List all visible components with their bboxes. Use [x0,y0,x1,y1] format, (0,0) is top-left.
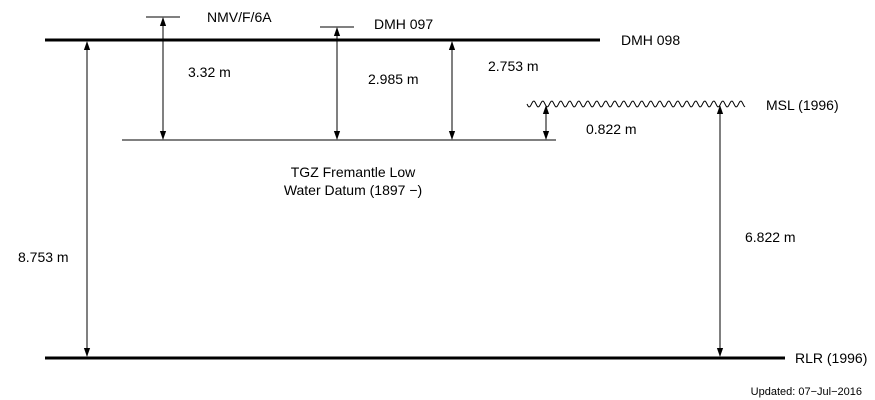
dmh097-to-tgz-value: 2.985 m [368,71,419,87]
dmh098-to-rlr-value: 8.753 m [18,249,69,265]
dmh098-label: DMH 098 [621,32,680,48]
nmv-to-tgz-value: 3.32 m [188,64,231,80]
rlr-label: RLR (1996) [795,350,867,366]
nmv-label: NMV/F/6A [207,9,272,25]
msl-label: MSL (1996) [766,97,839,113]
updated-date: Updated: 07−Jul−2016 [751,386,862,398]
msl-to-rlr-value: 6.822 m [745,229,796,245]
msl-to-tgz-value: 0.822 m [586,121,637,137]
dmh098-to-tgz-value: 2.753 m [488,58,539,74]
tgz-label-line2: Water Datum (1897 −) [284,182,422,198]
tgz-label-line1: TGZ Fremantle Low [291,164,416,180]
dmh097-label: DMH 097 [374,16,433,32]
msl-wave-line [526,100,746,108]
